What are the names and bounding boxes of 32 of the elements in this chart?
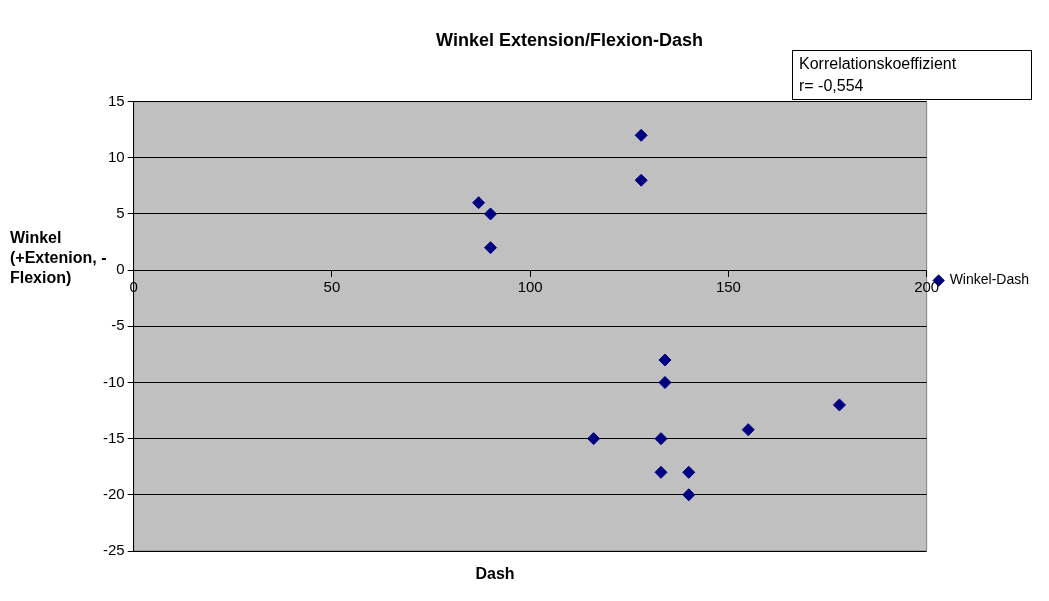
- point: [484, 241, 498, 255]
- y-tick-label: -5: [111, 316, 125, 334]
- y-tick-label: -25: [102, 541, 125, 559]
- x-tick-label: 150: [715, 278, 741, 296]
- point: [472, 196, 486, 210]
- x-tick-label: 100: [517, 278, 543, 296]
- x-tick-label: 50: [323, 278, 341, 296]
- y-tick-label: -20: [102, 484, 125, 502]
- y-tick-label: 5: [116, 204, 125, 222]
- point: [654, 432, 668, 446]
- chart-title: Winkel Extension/Flexion-Dash: [436, 29, 703, 50]
- y-tick-label: 0: [116, 260, 125, 278]
- point: [658, 353, 672, 367]
- y-tick-label: -15: [102, 428, 125, 446]
- point: [634, 128, 648, 142]
- point: [484, 207, 498, 221]
- point: [658, 375, 672, 389]
- y-axis-title: Winkel (+Extenion, -Flexion): [10, 229, 107, 286]
- x-tick-label: 200: [914, 278, 940, 296]
- y-tick-label: 10: [107, 147, 125, 165]
- point: [654, 465, 668, 479]
- y-tick-label: 15: [107, 91, 125, 109]
- legend-label: Winkel-Dash: [949, 271, 1030, 288]
- y-tick-label: -10: [102, 372, 125, 390]
- point: [587, 432, 601, 446]
- point: [682, 488, 696, 502]
- point: [682, 465, 696, 479]
- point: [832, 398, 846, 412]
- x-axis-title: Dash: [474, 565, 516, 583]
- point: [634, 173, 648, 187]
- point: [741, 423, 755, 437]
- text: Korrelationskoeffizient r= -0,554: [792, 50, 1032, 100]
